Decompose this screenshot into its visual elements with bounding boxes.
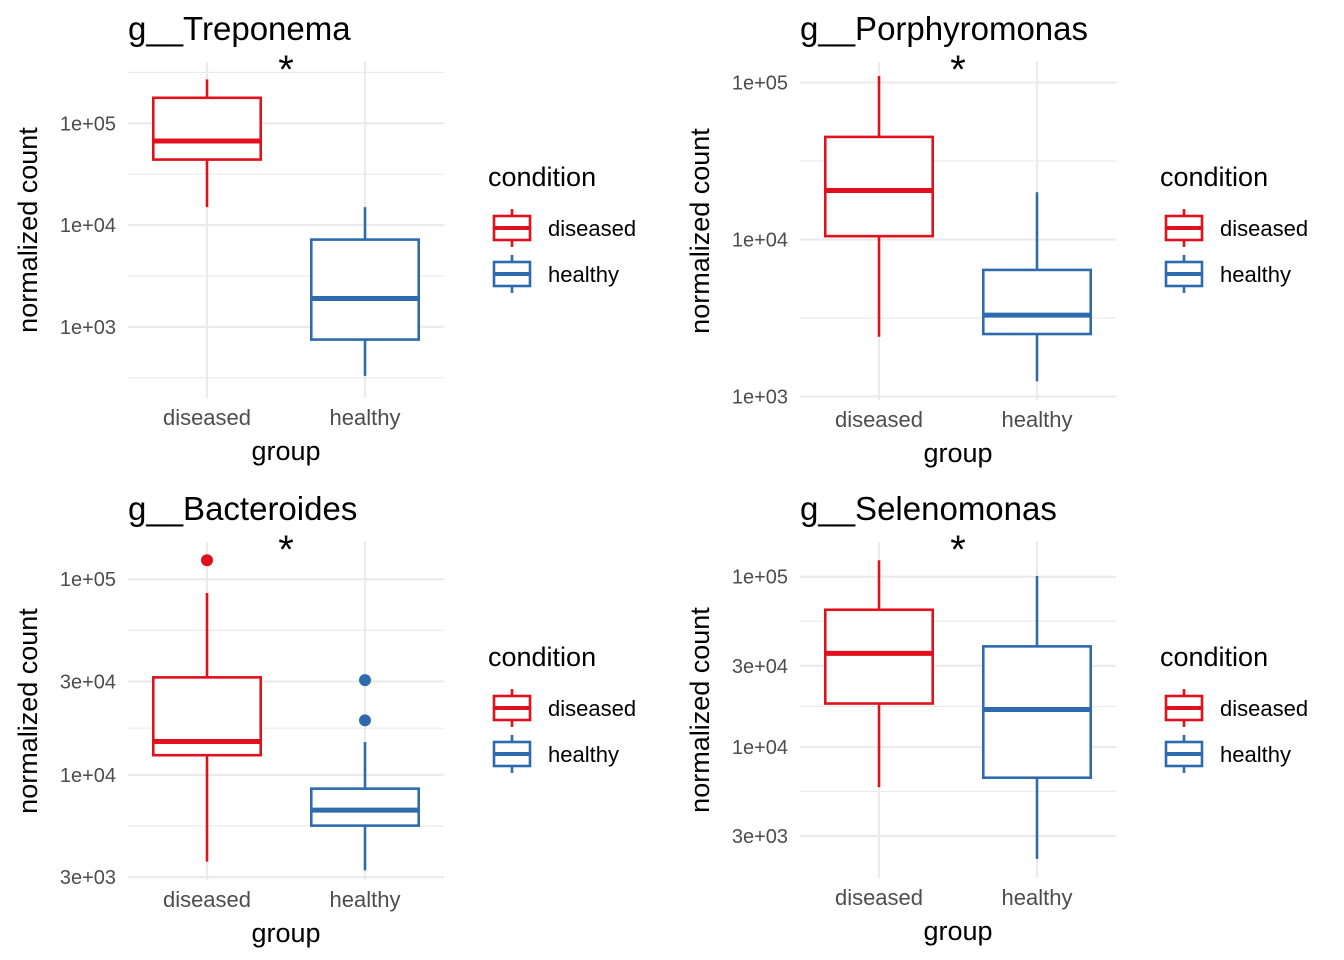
box-diseased [151, 79, 263, 208]
y-tick-label: 1e+05 [732, 567, 788, 589]
legend-key-healthy [1164, 255, 1204, 293]
legend-label: healthy [548, 262, 619, 287]
box-iqr [981, 645, 1093, 780]
legend-key-diseased [1164, 209, 1204, 247]
y-tick-label: 3e+04 [732, 656, 788, 678]
legend-key-healthy [1164, 735, 1204, 773]
x-tick-label: healthy [330, 887, 401, 912]
legend-label: diseased [548, 216, 636, 241]
significance-star: * [950, 528, 966, 572]
outlier-point [359, 674, 371, 687]
legend: condition diseased healthy [1160, 642, 1308, 773]
panel-2: * 1e+03 1e+04 1e+05 diseased healthy g__Porphy… [685, 10, 1308, 468]
y-tick-label: 1e+04 [732, 229, 788, 251]
box-diseased [823, 75, 935, 337]
x-tick-label: diseased [835, 885, 923, 910]
legend-key-diseased [492, 689, 532, 727]
y-tick-label: 1e+03 [60, 317, 116, 339]
outlier-point [359, 714, 371, 727]
legend-key-healthy [492, 255, 532, 293]
outlier-point [201, 554, 213, 567]
legend-label: healthy [548, 742, 619, 767]
legend-key-diseased [1164, 689, 1204, 727]
legend: condition diseased healthy [488, 162, 636, 293]
x-axis-title: group [923, 916, 992, 946]
legend-title: condition [488, 642, 596, 672]
panel-4: * 3e+03 1e+04 3e+04 1e+05 diseased healthy g__S… [685, 490, 1308, 946]
box-iqr [823, 608, 935, 705]
box-iqr [309, 238, 421, 341]
y-axis-title: normalized count [13, 608, 43, 814]
box-healthy [309, 674, 421, 871]
chart-title: g__Selenomonas [800, 490, 1057, 527]
y-tick-label: 1e+05 [732, 72, 788, 94]
legend-label: healthy [1220, 262, 1291, 287]
y-tick-label: 1e+03 [732, 387, 788, 409]
x-tick-label: healthy [1002, 407, 1073, 432]
box-diseased [151, 554, 263, 862]
y-tick-label: 1e+04 [60, 215, 116, 237]
y-axis-title: normalized count [13, 127, 43, 333]
x-tick-label: diseased [835, 407, 923, 432]
box-iqr [823, 135, 935, 238]
y-axis-title: normalized count [685, 128, 715, 334]
legend-title: condition [1160, 162, 1268, 192]
x-axis-title: group [251, 918, 320, 948]
panel-3: * 3e+03 1e+04 3e+04 1e+05 diseased healthy g__B… [13, 490, 636, 948]
y-tick-label: 1e+05 [60, 569, 116, 591]
significance-star: * [278, 48, 294, 92]
x-tick-label: healthy [1002, 885, 1073, 910]
box-healthy [309, 207, 421, 376]
y-tick-label: 1e+04 [732, 737, 788, 759]
y-tick-label: 1e+04 [60, 765, 116, 787]
y-tick-label: 1e+05 [60, 113, 116, 135]
chart-title: g__Porphyromonas [800, 10, 1088, 47]
legend-label: diseased [548, 696, 636, 721]
box-healthy [981, 192, 1093, 382]
significance-star: * [950, 48, 966, 92]
x-tick-label: diseased [163, 887, 251, 912]
panel-1: * 1e+03 1e+04 1e+05 diseased healthy g__Trepon… [13, 10, 636, 466]
y-tick-label: 3e+04 [60, 672, 116, 694]
box-diseased [823, 560, 935, 788]
legend-title: condition [1160, 642, 1268, 672]
legend-label: diseased [1220, 696, 1308, 721]
y-tick-label: 3e+03 [60, 867, 116, 889]
box-iqr [981, 268, 1093, 336]
y-tick-label: 3e+03 [732, 826, 788, 848]
legend: condition diseased healthy [1160, 162, 1308, 293]
x-axis-title: group [251, 436, 320, 466]
x-tick-label: healthy [330, 405, 401, 430]
x-tick-label: diseased [163, 405, 251, 430]
legend-label: diseased [1220, 216, 1308, 241]
chart-title: g__Treponema [128, 10, 351, 47]
legend: condition diseased healthy [488, 642, 636, 773]
legend-label: healthy [1220, 742, 1291, 767]
significance-star: * [278, 528, 294, 572]
legend-key-diseased [492, 209, 532, 247]
box-healthy [981, 576, 1093, 859]
x-axis-title: group [923, 438, 992, 468]
y-axis-title: normalized count [685, 607, 715, 813]
chart-title: g__Bacteroides [128, 490, 357, 527]
legend-key-healthy [492, 735, 532, 773]
box-iqr [151, 96, 263, 161]
legend-title: condition [488, 162, 596, 192]
box-iqr [309, 787, 421, 827]
